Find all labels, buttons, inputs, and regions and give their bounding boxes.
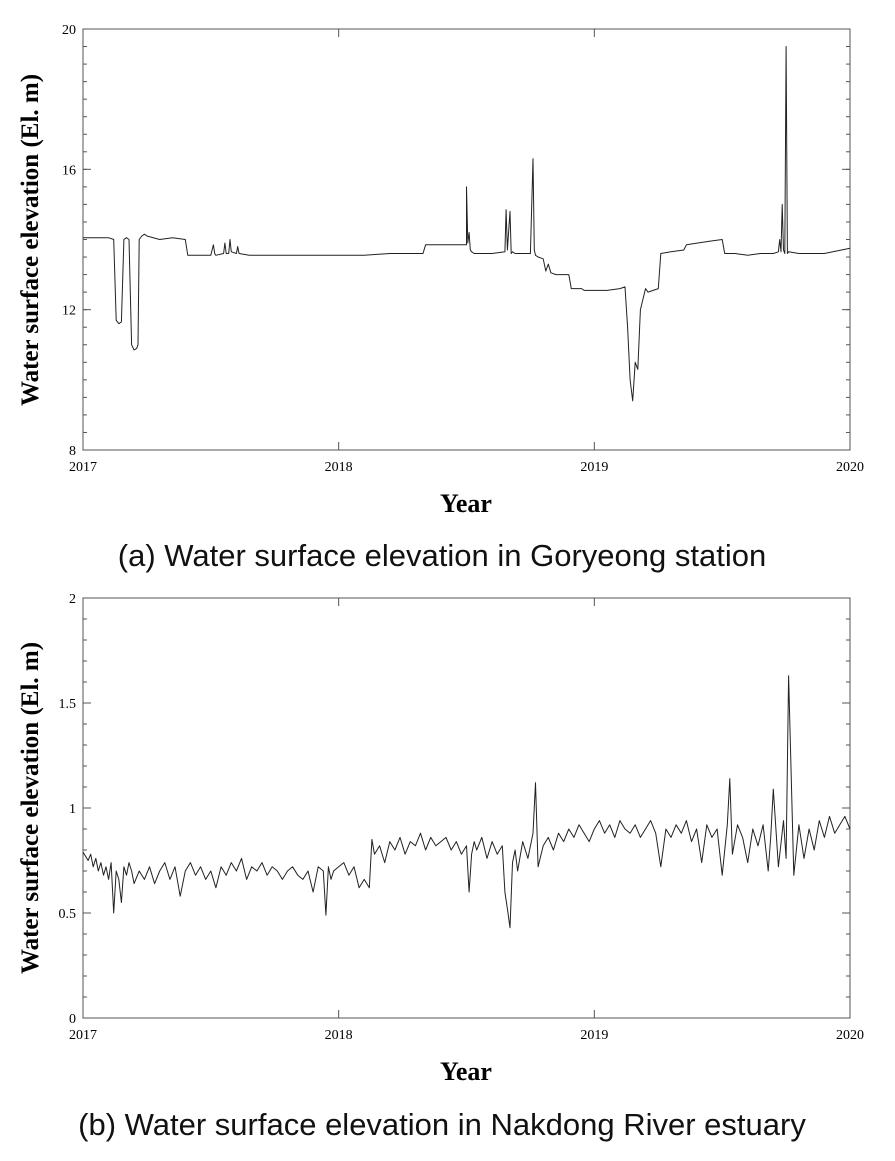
y-tick-label: 2 [69,592,76,607]
chart-a-series-line [83,46,851,402]
chart-a-ticks: 8 12 16 20 2017 2018 2019 2020 [62,23,864,475]
x-tick-label: 2018 [325,460,353,475]
y-tick-label: 0.5 [59,907,77,922]
chart-panel-b: 0 0.5 1 1.5 2 2017 2018 2019 2020 Year Water sur… [17,592,864,1142]
y-tick-label: 8 [69,444,76,459]
chart-a-x-axis-title: Year [440,489,492,518]
y-tick-label: 0 [69,1012,76,1027]
chart-a-y-axis-title: Water surface elevation (El. m) [17,74,44,406]
x-tick-label: 2018 [325,1028,353,1043]
chart-panel-a: 8 12 16 20 2017 2018 2019 2020 Year Water surfa… [17,23,864,573]
x-tick-label: 2019 [580,1028,608,1043]
x-tick-label: 2020 [836,1028,864,1043]
x-tick-label: 2019 [580,460,608,475]
chart-a-caption: (a) Water surface elevation in Goryeong … [118,538,766,573]
y-tick-label: 1 [69,802,76,817]
x-tick-label: 2017 [69,460,97,475]
chart-b-x-axis-title: Year [440,1057,492,1086]
chart-b-caption: (b) Water surface elevation in Nakdong R… [78,1107,806,1142]
chart-b-y-axis-title: Water surface elevation (El. m) [17,642,44,974]
chart-b-ticks: 0 0.5 1 1.5 2 2017 2018 2019 2020 [59,592,865,1043]
chart-b-series-line [82,675,851,929]
y-tick-label: 20 [62,23,76,38]
y-tick-label: 1.5 [59,697,77,712]
y-tick-label: 16 [62,163,76,178]
y-tick-label: 12 [62,304,76,319]
x-tick-label: 2017 [69,1028,97,1043]
chart-b-plot-frame [82,597,851,1019]
x-tick-label: 2020 [836,460,864,475]
